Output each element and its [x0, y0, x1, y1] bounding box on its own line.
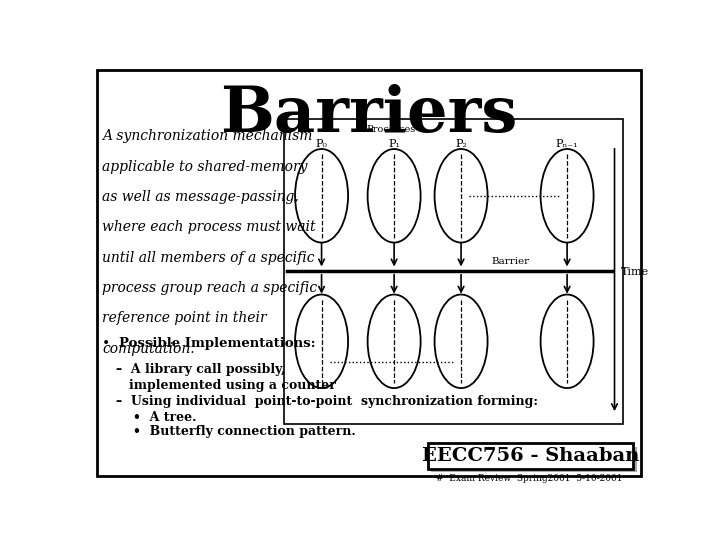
Text: process group reach a specific: process group reach a specific: [102, 281, 318, 295]
Text: –  Using individual  point-to-point  synchronization forming:: – Using individual point-to-point synchr…: [116, 395, 539, 408]
Text: Barriers: Barriers: [220, 84, 518, 145]
Text: computation.: computation.: [102, 342, 195, 356]
Text: Barrier: Barrier: [492, 257, 530, 266]
Text: P₀: P₀: [315, 139, 328, 149]
Text: applicable to shared-memory: applicable to shared-memory: [102, 160, 307, 173]
Text: reference point in their: reference point in their: [102, 312, 267, 326]
Text: until all members of a specific: until all members of a specific: [102, 251, 315, 265]
Text: P₂: P₂: [455, 139, 467, 149]
Bar: [428, 443, 633, 469]
Text: EECC756 - Shaaban: EECC756 - Shaaban: [422, 447, 639, 465]
Text: –  A library call possibly,: – A library call possibly,: [116, 363, 286, 376]
Text: Time: Time: [621, 267, 649, 276]
Text: Processes: Processes: [366, 125, 416, 134]
Text: •  A tree.: • A tree.: [133, 411, 197, 424]
Text: A synchronization mechanism: A synchronization mechanism: [102, 129, 312, 143]
Text: as well as message-passing,: as well as message-passing,: [102, 190, 299, 204]
Bar: [284, 119, 623, 424]
Text: P₁: P₁: [388, 139, 400, 149]
Text: •  Butterfly connection pattern.: • Butterfly connection pattern.: [133, 426, 356, 438]
Text: Pₙ₋₁: Pₙ₋₁: [556, 139, 578, 149]
Text: implemented using a counter: implemented using a counter: [129, 379, 336, 392]
Text: where each process must wait: where each process must wait: [102, 220, 316, 234]
Text: Possible Implementations:: Possible Implementations:: [119, 337, 315, 350]
Text: •: •: [102, 337, 111, 351]
Text: #  Exam Review  Spring2001  5-10-2001: # Exam Review Spring2001 5-10-2001: [436, 474, 623, 483]
Bar: [431, 447, 636, 472]
